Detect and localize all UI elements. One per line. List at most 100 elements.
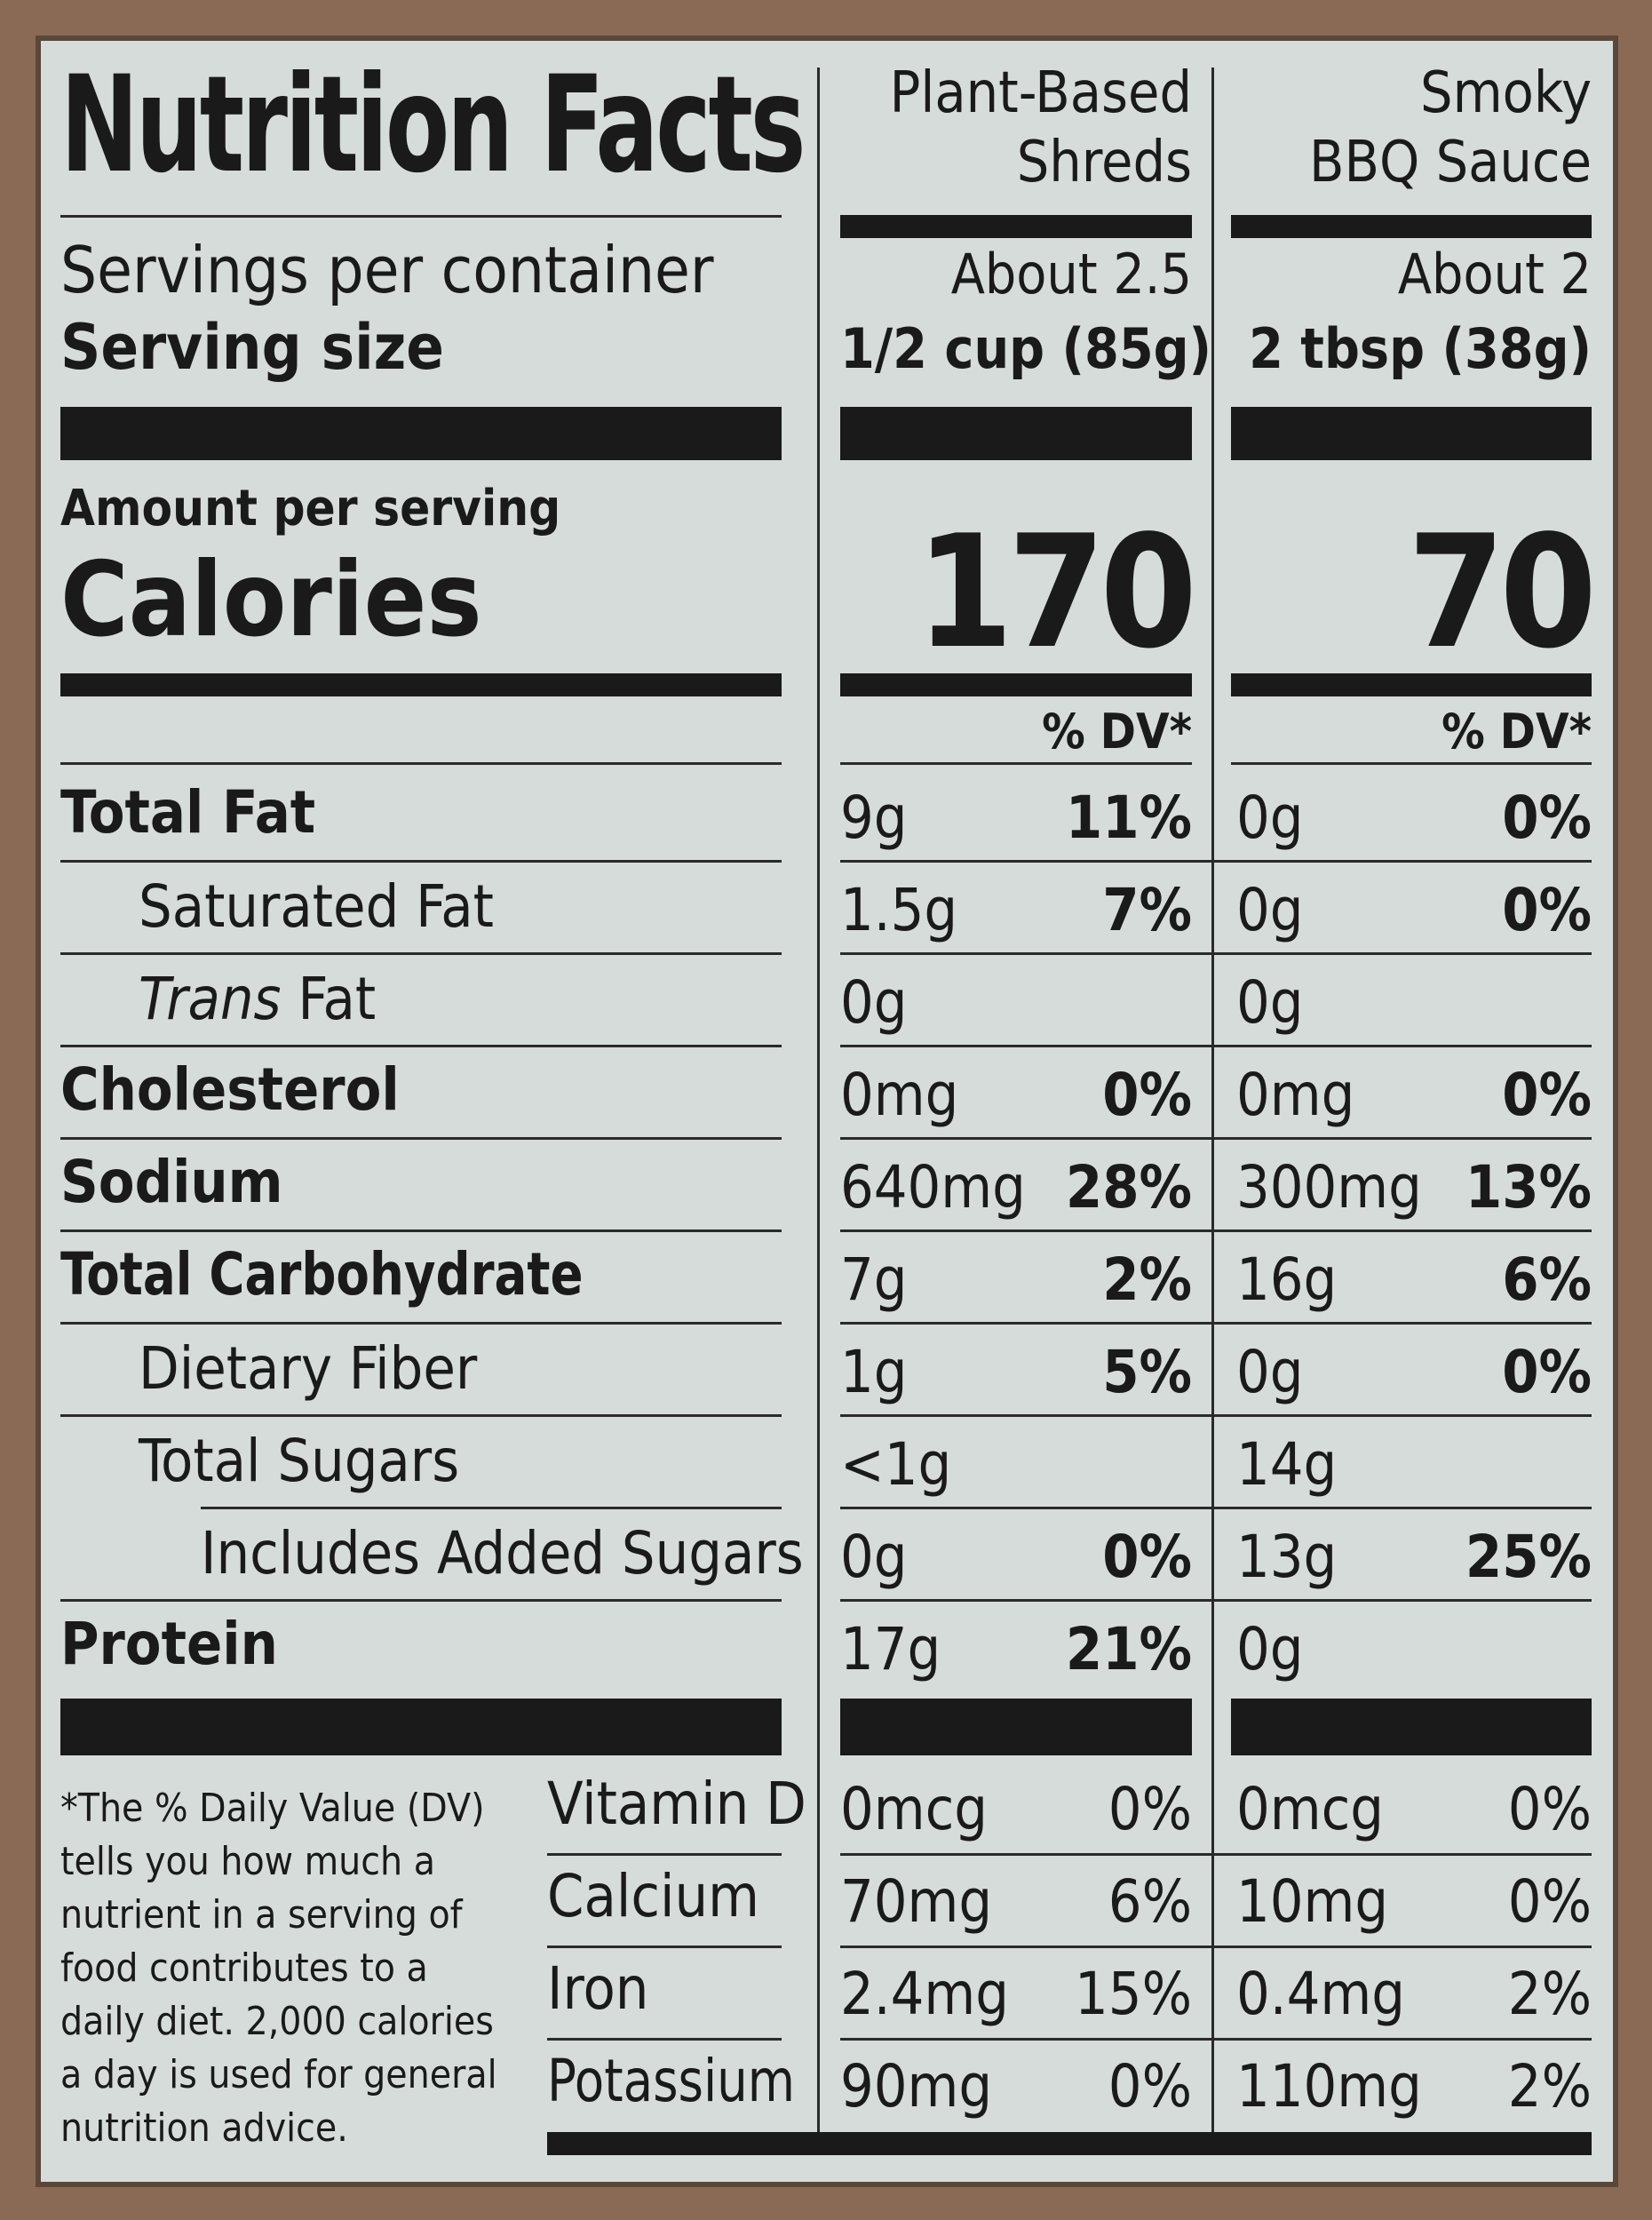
- col2-protein-bar: [1231, 1699, 1592, 1755]
- col1-amount: 7g: [840, 1245, 908, 1314]
- nutrient-name: Total Sugars: [139, 1427, 460, 1495]
- column-divider-1: [817, 68, 820, 2146]
- col2-servings: About 2: [1397, 242, 1592, 306]
- col2-header-bar: [1231, 215, 1592, 238]
- nutrient-name: Total Carbohydrate: [60, 1240, 584, 1309]
- col1-dv: 11%: [1065, 784, 1192, 852]
- col2-dv: 6%: [1502, 1245, 1592, 1314]
- amount-per-serving-label: Amount per serving: [60, 480, 561, 537]
- col2-amount: 13g: [1236, 1523, 1338, 1591]
- row-rule: [840, 1945, 1592, 1948]
- col1-amount: 9g: [840, 784, 908, 852]
- dv-rule-col2: [1231, 762, 1592, 765]
- col2-dv: 2%: [1507, 2052, 1592, 2121]
- vitamin-name: Calcium: [547, 1862, 759, 1930]
- row-rule: [60, 952, 782, 955]
- col1-dv: 28%: [1065, 1153, 1192, 1221]
- row-rule: [840, 2038, 1592, 2041]
- col1-calories-bar: [840, 673, 1192, 696]
- nutrient-name: Trans Fat: [139, 965, 376, 1033]
- col2-dv: 0%: [1507, 1775, 1592, 1843]
- col1-amount: 0g: [840, 1523, 908, 1591]
- nutrition-label: Nutrition Facts Plant-Based Shreds Smoky…: [36, 36, 1618, 2187]
- nutrient-name: Sodium: [60, 1148, 283, 1216]
- row-rule: [201, 1507, 782, 1509]
- col2-amount: 0.4mg: [1236, 1960, 1405, 2028]
- col1-amount: 1g: [840, 1338, 908, 1406]
- row-rule: [60, 1322, 782, 1325]
- dv-rule: [60, 762, 782, 765]
- row-rule: [60, 1229, 782, 1232]
- col2-name-line1: Smoky: [1420, 60, 1592, 126]
- col2-header: Smoky BBQ Sauce: [1231, 59, 1592, 197]
- col1-servings: About 2.5: [950, 242, 1192, 306]
- col1-amount: 640mg: [840, 1153, 1026, 1221]
- row-rule: [60, 1599, 782, 1602]
- nutrient-name: Includes Added Sugars: [201, 1519, 804, 1587]
- col2-dv: 13%: [1465, 1153, 1592, 1221]
- col2-amount: 0g: [1236, 1338, 1304, 1406]
- row-rule: [60, 860, 782, 863]
- col1-protein-bar: [840, 1699, 1192, 1755]
- row-rule: [60, 1137, 782, 1140]
- col2-amount: 10mg: [1236, 1867, 1389, 1936]
- col2-dv: 0%: [1502, 1061, 1592, 1129]
- col1-amount: 0mg: [840, 1061, 959, 1129]
- col2-amount: 110mg: [1236, 2052, 1422, 2121]
- col2-amount: 14g: [1236, 1430, 1338, 1499]
- col2-amount: 16g: [1236, 1245, 1338, 1314]
- row-rule: [840, 1322, 1592, 1325]
- row-rule: [840, 1414, 1592, 1417]
- col2-calories: 70: [1407, 503, 1597, 683]
- col2-amount: 0mg: [1236, 1061, 1355, 1129]
- col2-amount: 300mg: [1236, 1153, 1422, 1221]
- col2-dv: 0%: [1502, 876, 1592, 944]
- col2-serving-size: 2 tbsp (38g): [1249, 316, 1592, 381]
- serving-size-label: Serving size: [60, 311, 445, 384]
- vitamin-name: Potassium: [547, 2047, 796, 2115]
- col1-amount: 70mg: [840, 1867, 993, 1936]
- col1-amount: 1.5g: [840, 876, 958, 944]
- row-rule: [840, 1229, 1592, 1232]
- row-rule: [547, 1945, 782, 1948]
- col1-calories: 170: [916, 503, 1197, 683]
- col1-amount: 90mg: [840, 2052, 993, 2121]
- col1-dv: 0%: [1108, 2052, 1192, 2121]
- col1-dv-header: % DV*: [1042, 704, 1192, 760]
- row-rule: [840, 952, 1592, 955]
- col1-dv: 15%: [1075, 1960, 1192, 2028]
- col1-dv: 6%: [1108, 1867, 1192, 1936]
- col2-dv: 0%: [1502, 1338, 1592, 1406]
- col1-name-line1: Plant-Based: [889, 60, 1192, 126]
- col1-dv: 0%: [1108, 1775, 1192, 1843]
- dv-rule-col1: [840, 762, 1192, 765]
- column-divider-2: [1211, 68, 1214, 2146]
- bottom-bar: [547, 2132, 1592, 2155]
- row-rule: [60, 1414, 782, 1417]
- vitamin-name: Vitamin D: [547, 1770, 806, 1838]
- row-rule: [547, 2038, 782, 2041]
- col2-dv-header: % DV*: [1442, 704, 1592, 760]
- col1-name-line2: Shreds: [1016, 130, 1192, 195]
- col1-serving-bar: [840, 407, 1192, 460]
- col1-amount: 2.4mg: [840, 1960, 1009, 2028]
- col1-header: Plant-Based Shreds: [840, 59, 1192, 197]
- nutrient-name: Saturated Fat: [139, 872, 494, 941]
- col1-serving-size: 1/2 cup (85g): [840, 316, 1212, 381]
- col2-dv: 0%: [1502, 784, 1592, 852]
- row-rule: [840, 1853, 1592, 1856]
- row-rule: [840, 1045, 1592, 1047]
- trans-italic: Trans: [139, 965, 282, 1033]
- col1-amount: 0mcg: [840, 1775, 988, 1843]
- row-rule: [840, 1507, 1592, 1509]
- protein-bar: [60, 1699, 782, 1755]
- col1-header-bar: [840, 215, 1192, 238]
- col1-amount: <1g: [840, 1430, 952, 1499]
- col2-amount: 0g: [1236, 876, 1304, 944]
- col2-amount: 0mcg: [1236, 1775, 1384, 1843]
- nutrient-name: Protein: [60, 1610, 278, 1678]
- nutrient-name: Dietary Fiber: [139, 1334, 478, 1403]
- col2-amount: 0g: [1236, 784, 1304, 852]
- col1-amount: 0g: [840, 968, 908, 1037]
- row-rule: [60, 1045, 782, 1047]
